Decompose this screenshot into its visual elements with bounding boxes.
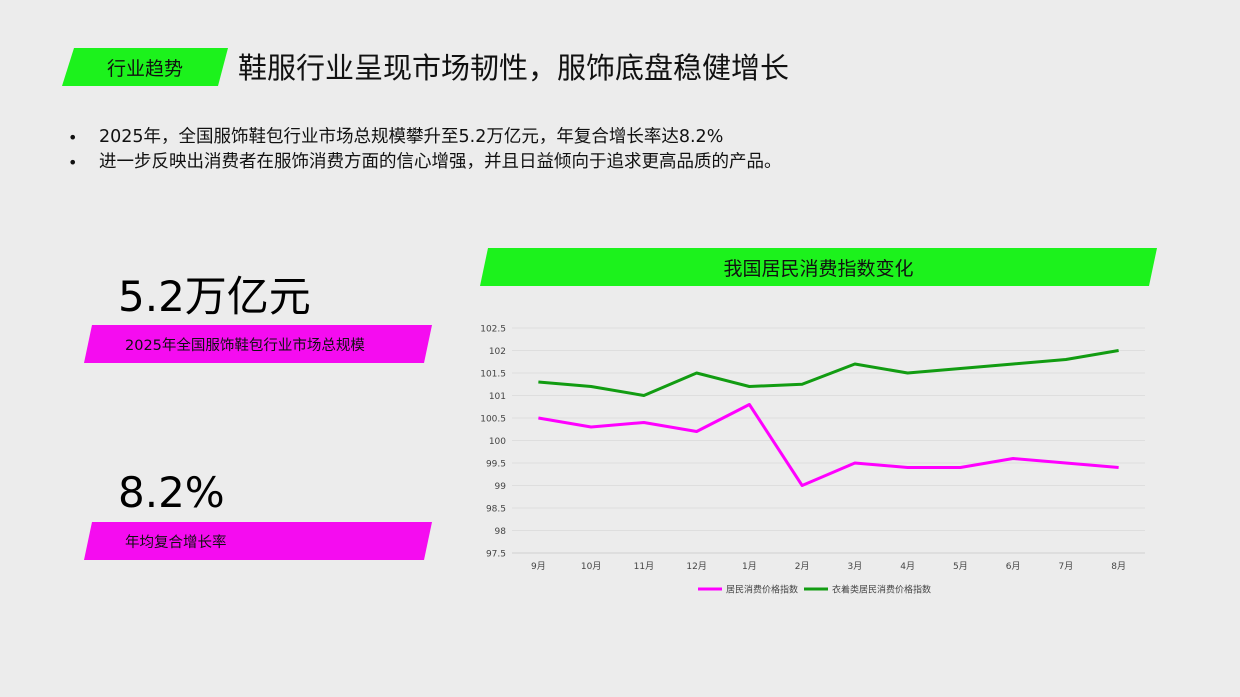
series-line-1 <box>538 403 1119 487</box>
y-tick-label: 101 <box>489 392 506 402</box>
cagr-label-bar: 年均复合增长率 <box>84 522 432 560</box>
legend-label: 居民消费价格指数 <box>726 584 798 596</box>
x-tick-label: 1月 <box>742 561 757 572</box>
y-tick-label: 100 <box>489 437 506 447</box>
y-tick-label: 99.5 <box>486 460 506 470</box>
x-tick-label: 3月 <box>848 561 863 572</box>
line-chart: 97.5 98 98.5 99 99.5 100 100.5 101 101.5 102 102.5… <box>480 325 1145 596</box>
bullet-item: 进一步反映出消费者在服饰消费方面的信心增强，并且日益倾向于追求更高品质的产品。 <box>68 150 782 175</box>
x-tick-label: 11月 <box>634 561 654 572</box>
y-tick-label: 98.5 <box>486 505 506 515</box>
cagr-label: 年均复合增长率 <box>125 534 227 551</box>
section-tag-label: 行业趋势 <box>106 57 183 80</box>
legend-label: 衣着类居民消费价格指数 <box>832 584 931 596</box>
y-tick-label: 101.5 <box>480 370 506 380</box>
x-tick-label: 10月 <box>581 561 601 572</box>
bullet-item: 2025年，全国服饰鞋包行业市场总规模攀升至5.2万亿元，年复合增长率达8.2% <box>68 125 782 150</box>
x-tick-label: 5月 <box>953 561 968 572</box>
y-tick-label: 100.5 <box>480 415 506 425</box>
x-tick-label: 9月 <box>531 561 546 572</box>
x-tick-label: 7月 <box>1059 561 1074 572</box>
y-tick-label: 98 <box>495 527 507 537</box>
market-size-label-bar: 2025年全国服饰鞋包行业市场总规模 <box>84 325 432 363</box>
x-tick-label: 4月 <box>900 561 915 572</box>
series-line-2 <box>538 349 1119 397</box>
section-tag: 行业趋势 <box>62 48 228 86</box>
y-tick-label: 97.5 <box>486 550 506 560</box>
chart-title-banner: 我国居民消费指数变化 <box>480 248 1157 286</box>
market-size-value: 5.2万亿元 <box>118 272 311 321</box>
page-title: 鞋服行业呈现市场韧性，服饰底盘稳健增长 <box>238 51 790 85</box>
y-tick-label: 102.5 <box>480 325 506 335</box>
bullet-list: 2025年，全国服饰鞋包行业市场总规模攀升至5.2万亿元，年复合增长率达8.2%… <box>68 125 782 175</box>
x-tick-label: 6月 <box>1006 561 1021 572</box>
x-tick-label: 2月 <box>795 561 810 572</box>
y-tick-label: 99 <box>495 482 507 492</box>
cagr-value: 8.2% <box>118 468 225 517</box>
y-tick-label: 102 <box>489 347 506 357</box>
x-tick-label: 8月 <box>1111 561 1126 572</box>
x-tick-label: 12月 <box>686 561 706 572</box>
market-size-label: 2025年全国服饰鞋包行业市场总规模 <box>125 337 365 354</box>
chart-title: 我国居民消费指数变化 <box>723 257 914 280</box>
